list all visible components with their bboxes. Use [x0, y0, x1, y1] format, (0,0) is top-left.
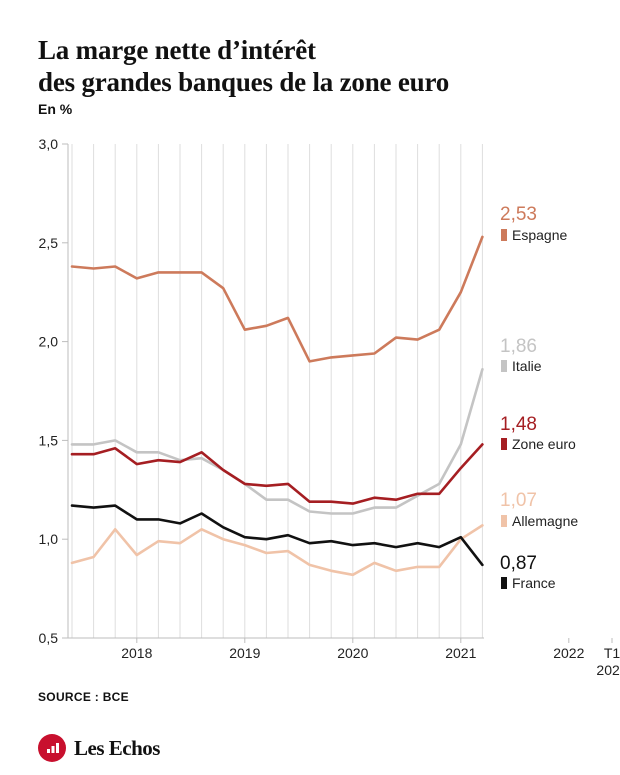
x-tick-label: 2018: [121, 645, 152, 661]
legend-label: Zone euro: [512, 436, 576, 452]
x-tick-label: 2022: [553, 645, 584, 661]
y-tick-label: 1,5: [39, 432, 59, 448]
legend-swatch: [501, 229, 507, 241]
x-tick-label: 2023: [596, 662, 620, 678]
chart-title: La marge nette d’intérêt des grandes ban…: [38, 34, 449, 98]
legend-label: Italie: [512, 358, 542, 374]
legend-swatch: [501, 438, 507, 450]
x-tick-label: 2020: [337, 645, 368, 661]
les-echos-logo-icon: [38, 734, 66, 762]
x-tick-label: T1: [604, 645, 620, 661]
y-tick-label: 0,5: [39, 630, 59, 646]
series-value-label: 2,53: [500, 204, 537, 225]
legend-swatch: [501, 577, 507, 589]
series-line: [70, 524, 484, 577]
y-tick-label: 3,0: [39, 136, 59, 152]
series-line: [70, 443, 484, 505]
legend-swatch: [501, 360, 507, 372]
series-line: [70, 504, 484, 567]
y-tick-label: 1,0: [39, 531, 59, 547]
legend-label: Allemagne: [512, 513, 578, 529]
series-line: [70, 235, 484, 363]
line-chart: 0,5 1,0 1,5 2,0 2,5 3,0 2018 2019 2020 2021 2022 T1…: [39, 136, 620, 678]
series-value-label: 0,87: [500, 553, 537, 574]
legend-swatch: [501, 515, 507, 527]
brand-logo: Les Echos: [38, 734, 160, 762]
series-value-label: 1,86: [500, 336, 537, 357]
chart-title-line2: des grandes banques de la zone euro: [38, 67, 450, 97]
legend-label: Espagne: [512, 227, 567, 243]
source-note: SOURCE : BCE: [38, 690, 129, 704]
series-line: [70, 367, 484, 515]
series-value-label: 1,07: [500, 490, 537, 511]
series-value-label: 1,48: [500, 414, 537, 435]
x-tick-label: 2021: [445, 645, 476, 661]
brand-name: Les Echos: [74, 735, 160, 760]
legend-label: France: [512, 575, 556, 591]
chart-title-line1: La marge nette d’intérêt: [38, 35, 316, 65]
y-tick-label: 2,5: [39, 235, 59, 251]
y-tick-label: 2,0: [39, 334, 59, 350]
unit-label: En %: [38, 101, 73, 117]
x-tick-label: 2019: [229, 645, 260, 661]
